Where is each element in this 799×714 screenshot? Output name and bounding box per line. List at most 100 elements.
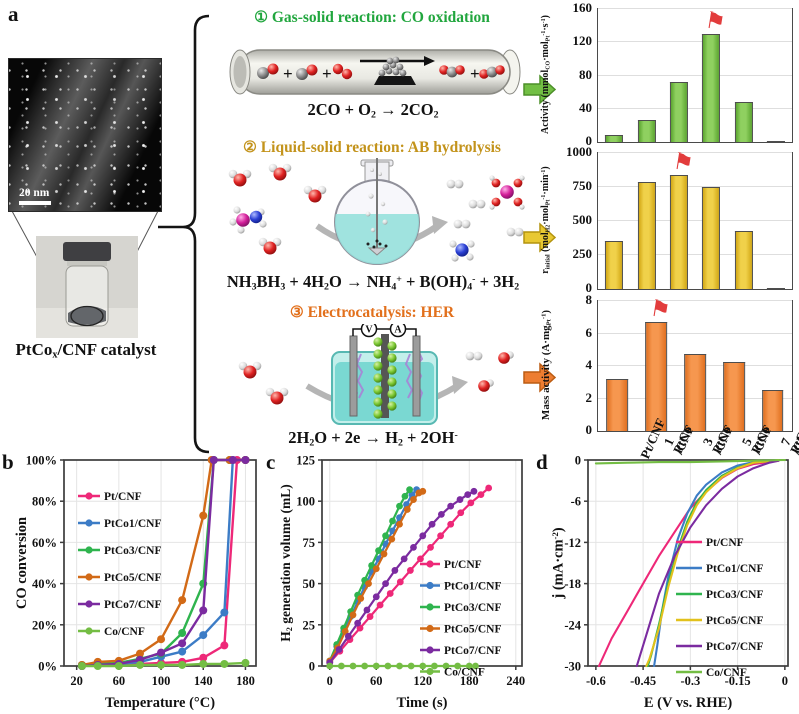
data-point bbox=[454, 662, 462, 670]
data-point bbox=[477, 491, 485, 499]
bar-PtCo1/CNF bbox=[637, 181, 656, 289]
plot-frame bbox=[587, 459, 789, 667]
legend-label: Pt/CNF bbox=[444, 559, 482, 571]
y-tick-label: 160 bbox=[572, 0, 593, 15]
gridline bbox=[598, 254, 792, 255]
gridline bbox=[598, 220, 792, 221]
data-point bbox=[366, 613, 374, 620]
y-tick-label: 60% bbox=[32, 536, 57, 550]
plus-sign: + bbox=[322, 64, 332, 83]
data-point bbox=[372, 565, 380, 573]
y-tick-label: 0 bbox=[575, 454, 581, 468]
co-conversion-chart: 20 60 100 140 180 0% 20% 40% 60% 80% 100% Pt/CNF PtC… bbox=[26, 454, 257, 711]
legend-marker bbox=[426, 603, 434, 611]
data-point bbox=[437, 532, 445, 540]
data-point bbox=[384, 662, 392, 670]
data-point bbox=[407, 662, 415, 670]
her-mass-activity-chart: ⚑ bbox=[597, 296, 793, 432]
x-tick-label: 0 bbox=[782, 674, 788, 688]
flow-arrow-co-oxidation-icon bbox=[523, 74, 557, 105]
equation-ab-hydrolysis: NH3BH3 + 4H2O → NH4+ + B(OH)4- + 3H2 bbox=[226, 272, 520, 293]
gridline bbox=[598, 41, 792, 43]
series-Co/CNF bbox=[594, 458, 786, 465]
activity-y-axis: 0 40 80 120 160 bbox=[558, 0, 594, 148]
legend-label: PtCo1/CNF bbox=[706, 563, 764, 575]
legend-label: Co/CNF bbox=[706, 667, 747, 679]
co-molecule bbox=[296, 64, 318, 80]
data-point bbox=[437, 510, 445, 518]
y-tick-label: 0 bbox=[585, 422, 593, 437]
legend-marker bbox=[426, 667, 434, 676]
bar-PtCo1/CNF bbox=[637, 119, 656, 142]
panel-b-label: b bbox=[2, 450, 14, 474]
data-point bbox=[335, 646, 343, 653]
data-point bbox=[427, 543, 434, 551]
data-point bbox=[341, 627, 349, 635]
x-axis-title: E (V vs. RHE) bbox=[644, 695, 733, 711]
data-point bbox=[396, 662, 403, 670]
best-flag-icon: ⚑ bbox=[703, 7, 728, 37]
data-point bbox=[241, 456, 250, 464]
data-point bbox=[400, 555, 408, 563]
legend-label: PtCo3/CNF bbox=[444, 602, 502, 614]
legend-marker bbox=[426, 581, 434, 590]
y-tick-label: 40 bbox=[579, 99, 592, 115]
data-point bbox=[157, 648, 166, 657]
data-point bbox=[157, 660, 166, 669]
series-Pt/CNF bbox=[328, 486, 490, 664]
legend-marker bbox=[426, 624, 434, 633]
working-electrode bbox=[381, 334, 389, 418]
y-tick-label: 0 bbox=[585, 133, 593, 148]
data-point bbox=[199, 606, 208, 615]
ammeter-label: A bbox=[394, 325, 402, 336]
y-tick-label: -24 bbox=[564, 618, 581, 632]
flow-arrow-ab-hydrolysis-icon bbox=[523, 222, 557, 253]
x-tick-label: 180 bbox=[460, 674, 479, 688]
gridline bbox=[598, 300, 792, 301]
y-tick-label: 2 bbox=[585, 389, 593, 405]
data-point bbox=[372, 593, 380, 601]
data-point bbox=[401, 492, 409, 500]
hydroxide-ion bbox=[478, 379, 494, 392]
gridline bbox=[598, 186, 792, 187]
equation-her: 2H2O + 2e → H2 + 2OH- bbox=[288, 428, 458, 449]
data-point bbox=[485, 484, 493, 492]
activity-axis-title: Activity (mmolCO·molPt-1·s-1) bbox=[540, 15, 552, 134]
h2-volume-axis-title: H2 generation volume (mL) bbox=[278, 484, 294, 642]
lsv-polarization-chart: -0.6 -0.45 -0.3 -0.15 0 -30 -24 -18 -12 -6 0 Pt/CNF… bbox=[564, 454, 789, 711]
data-point bbox=[178, 660, 187, 669]
water-molecule bbox=[258, 237, 282, 255]
bar-PtCo7/CNF bbox=[761, 390, 784, 431]
data-point bbox=[386, 590, 394, 597]
data-point bbox=[447, 520, 455, 528]
y-tick-label: 80% bbox=[32, 495, 57, 509]
data-point bbox=[417, 555, 424, 563]
data-point bbox=[199, 631, 208, 640]
rate-axis-title: rinitial (molH2·molPt-1·min-1) bbox=[540, 166, 552, 274]
data-point bbox=[135, 660, 144, 669]
y-tick-label: 50 bbox=[303, 577, 316, 591]
y-tick-label: 80 bbox=[579, 66, 592, 82]
data-point bbox=[178, 647, 187, 656]
data-point bbox=[135, 649, 144, 658]
y-tick-label: 125 bbox=[296, 454, 315, 468]
x-tick-label: 120 bbox=[413, 674, 432, 688]
y-tick-label: -12 bbox=[564, 536, 581, 550]
catalyst-label: PtCox/CNF catalyst bbox=[15, 340, 157, 361]
legend-label: PtCo1/CNF bbox=[104, 518, 162, 530]
ab-hydrolysis-flask-graphic bbox=[228, 158, 525, 265]
co2-molecule bbox=[439, 65, 465, 78]
series-PtCo5/CNF bbox=[645, 458, 780, 668]
x-tick-label: 240 bbox=[506, 674, 525, 688]
legend-marker bbox=[426, 646, 434, 654]
data-point bbox=[391, 567, 399, 574]
legend-marker bbox=[85, 546, 93, 554]
x-tick-label: -0.3 bbox=[680, 674, 700, 688]
catalyst-powder bbox=[68, 305, 106, 325]
data-point bbox=[396, 578, 404, 586]
legend-label: PtCo5/CNF bbox=[444, 624, 502, 636]
data-point bbox=[457, 509, 465, 517]
data-point bbox=[354, 619, 362, 627]
scale-bar bbox=[19, 201, 51, 205]
ammonia-borane-molecule bbox=[229, 206, 267, 234]
